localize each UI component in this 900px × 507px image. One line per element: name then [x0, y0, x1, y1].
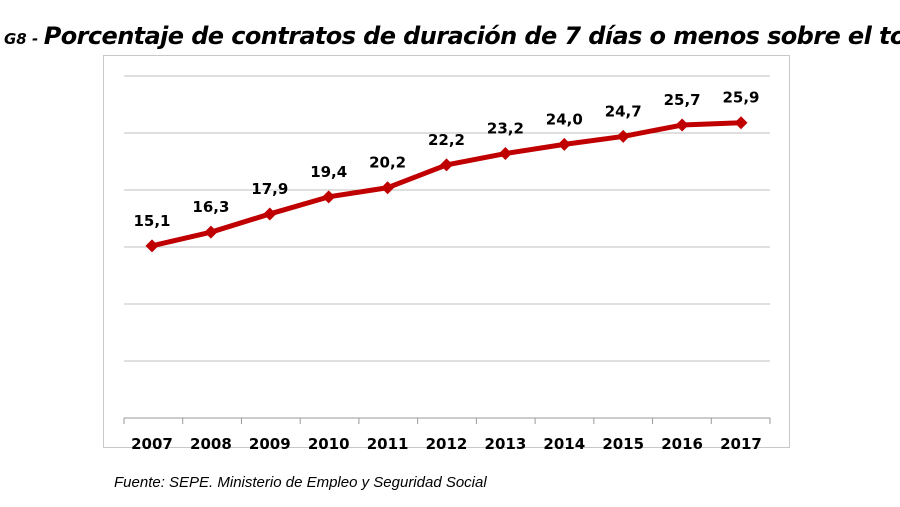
data-label: 24,7 [605, 102, 642, 120]
data-point-marker [675, 118, 689, 132]
x-tick-label: 2016 [661, 435, 703, 453]
data-label: 22,2 [428, 131, 465, 149]
data-label: 17,9 [251, 180, 288, 198]
x-tick-label: 2010 [308, 435, 350, 453]
data-label: 24,0 [546, 110, 583, 128]
data-point-marker [204, 225, 218, 239]
data-point-marker [322, 190, 336, 204]
x-tick-label: 2017 [720, 435, 762, 453]
x-tick-label: 2014 [543, 435, 585, 453]
data-label: 23,2 [487, 120, 524, 138]
chart-frame [103, 55, 790, 448]
data-label: 19,4 [310, 163, 347, 181]
x-tick-label: 2009 [249, 435, 291, 453]
data-point-marker [734, 116, 748, 130]
x-tick-label: 2012 [426, 435, 468, 453]
data-point-marker [381, 181, 395, 195]
data-point-marker [440, 158, 453, 172]
chart-title: G8 - Porcentaje de contratos de duración… [4, 22, 900, 50]
chart-number: G8 - [4, 30, 39, 48]
source-note: Fuente: SEPE. Ministerio de Empleo y Seg… [114, 474, 487, 491]
data-point-marker [145, 239, 159, 253]
data-point-marker [557, 137, 571, 151]
data-label: 25,9 [722, 89, 759, 107]
data-label: 25,7 [664, 91, 701, 109]
chart-title-text: Porcentaje de contratos de duración de 7… [43, 22, 900, 50]
x-tick-label: 2008 [190, 435, 232, 453]
data-label: 15,1 [133, 212, 170, 230]
x-tick-label: 2011 [367, 435, 409, 453]
data-point-marker [616, 129, 630, 143]
data-point-marker [263, 207, 277, 221]
data-point-marker [498, 147, 512, 161]
data-label: 20,2 [369, 154, 406, 172]
x-tick-label: 2007 [131, 435, 173, 453]
x-tick-label: 2013 [485, 435, 527, 453]
data-label: 16,3 [192, 198, 229, 216]
x-tick-label: 2015 [602, 435, 644, 453]
